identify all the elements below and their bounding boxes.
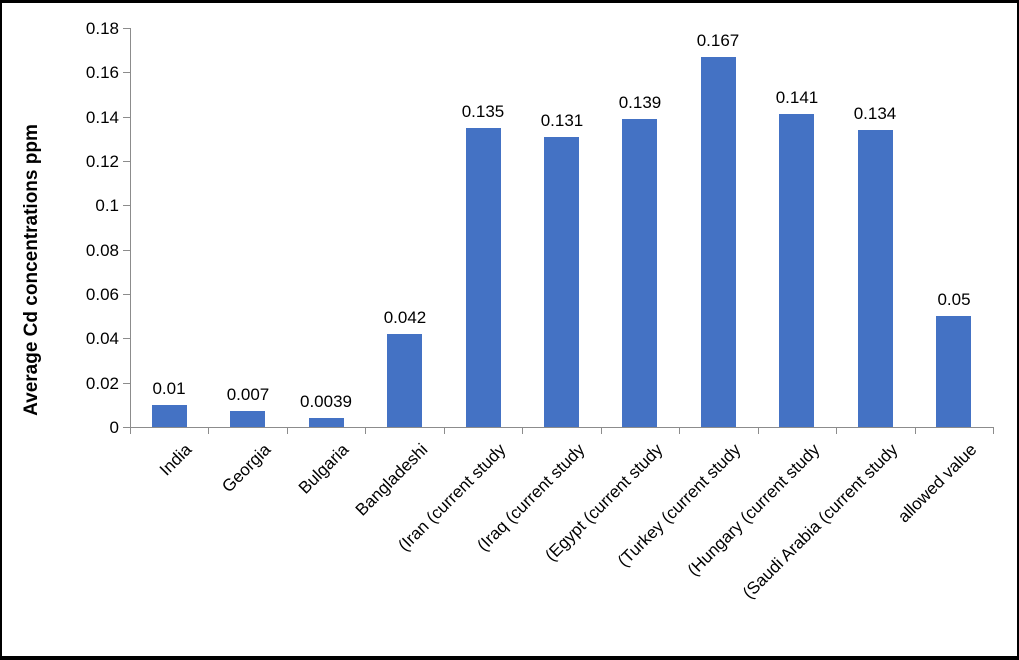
y-tick-label: 0 xyxy=(109,418,119,437)
y-axis-tick xyxy=(123,28,130,29)
bar xyxy=(387,334,422,427)
x-axis-tick xyxy=(836,427,837,434)
bar xyxy=(701,57,736,427)
x-axis-category-label-text: (Hungary (current study xyxy=(683,440,824,580)
x-axis-tick xyxy=(522,427,523,434)
y-axis-tick xyxy=(123,338,130,339)
bar xyxy=(230,411,265,427)
y-axis-tick xyxy=(123,161,130,162)
x-axis-category-label-text: Georgia xyxy=(218,440,275,497)
x-axis-category-label-text: Bulgaria xyxy=(294,440,353,498)
x-axis-category-label-text: India xyxy=(155,440,196,480)
x-axis-tick xyxy=(758,427,759,434)
y-tick-label: 0.04 xyxy=(85,329,119,348)
x-axis-category-label-text: (Saudi Arabia (current study xyxy=(738,440,902,603)
y-tick-label: 0.18 xyxy=(85,19,119,38)
bar-value-label: 0.167 xyxy=(696,31,740,50)
bar xyxy=(152,405,187,427)
x-axis-tick xyxy=(287,427,288,434)
x-axis-category-label-text: allowed value xyxy=(894,440,981,527)
y-axis-tick xyxy=(123,72,130,73)
y-axis-tick xyxy=(123,205,130,206)
y-tick-label: 0.08 xyxy=(85,241,119,260)
y-tick-label: 0.1 xyxy=(95,196,119,215)
x-axis-tick xyxy=(130,427,131,434)
y-axis-tick xyxy=(123,383,130,384)
bar-value-label: 0.131 xyxy=(540,111,584,130)
y-axis-tick xyxy=(123,427,130,428)
y-axis-tick xyxy=(123,294,130,295)
y-tick-label: 0.02 xyxy=(85,374,119,393)
x-axis-tick xyxy=(915,427,916,434)
x-axis-tick xyxy=(679,427,680,434)
bar xyxy=(544,137,579,427)
y-axis-tick xyxy=(123,250,130,251)
x-axis-tick xyxy=(208,427,209,434)
bar-value-label: 0.135 xyxy=(461,102,505,121)
bar xyxy=(936,316,971,427)
bar xyxy=(779,114,814,427)
bar-value-label: 0.042 xyxy=(383,308,427,327)
x-axis-tick xyxy=(993,427,994,434)
x-axis-tick xyxy=(444,427,445,434)
bar-value-label: 0.141 xyxy=(775,88,819,107)
x-axis-category-label-text: Bangladeshi xyxy=(351,440,432,520)
x-axis-tick xyxy=(601,427,602,434)
bar xyxy=(309,418,344,427)
y-tick-label: 0.16 xyxy=(85,63,119,82)
y-tick-label: 0.06 xyxy=(85,285,119,304)
y-axis-tick xyxy=(123,117,130,118)
bar-value-label: 0.0039 xyxy=(300,392,352,411)
bar-value-label: 0.139 xyxy=(618,93,662,112)
bar xyxy=(858,130,893,427)
bar xyxy=(466,128,501,427)
bar-value-label: 0.05 xyxy=(937,290,971,309)
y-axis-title: Average Cd concentrations ppm xyxy=(21,124,42,416)
x-axis-tick xyxy=(365,427,366,434)
bar-value-label: 0.134 xyxy=(853,104,897,123)
bar xyxy=(622,119,657,427)
y-tick-label: 0.14 xyxy=(85,108,119,127)
y-axis-line xyxy=(130,28,131,434)
bar-value-label: 0.01 xyxy=(152,379,186,398)
x-axis-line xyxy=(130,427,993,428)
bar-value-label: 0.007 xyxy=(226,385,270,404)
y-tick-label: 0.12 xyxy=(85,152,119,171)
